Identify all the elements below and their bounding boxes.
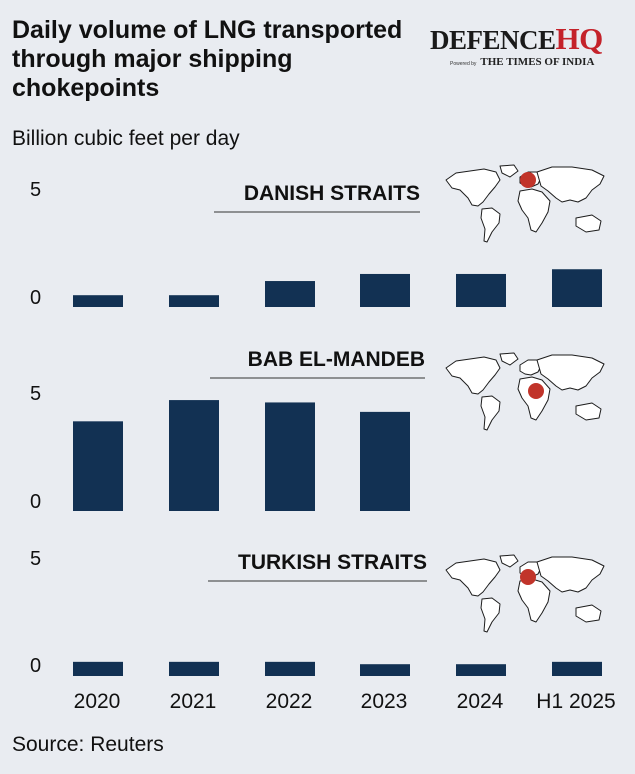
panel-1-location-marker [520,172,536,188]
panel-1-bar-2021 [169,295,219,307]
logo-accent-text: HQ [555,21,604,56]
panel-2-asia [536,354,605,391]
panel-2-ytick-0: 0 [30,491,41,513]
xtick-2022: 2022 [266,690,313,713]
panel-3-title: TURKISH STRAITS [238,551,427,574]
xtick-2024: 2024 [457,690,504,713]
panel-3-world-map [445,554,605,633]
chart-title: Daily volume of LNG transported through … [12,16,403,102]
panel-3-ytick-0: 0 [30,655,41,677]
panel-3-asia [536,556,605,593]
defencehq-logo: DEFENCEHQ Powered by THE TIMES OF INDIA [430,21,630,76]
panel-3-greenland [499,554,519,568]
panel-3-africa [517,578,551,623]
panel-3-bar-2023 [360,664,410,676]
panel-2-bar-2020 [73,421,123,511]
panel-3-bar-2022 [265,661,315,676]
xtick-2020: 2020 [74,690,121,713]
panel-1-bar-2020 [73,295,123,307]
panel-2-ytick-5: 5 [30,383,41,405]
panel-3-south-america [480,597,501,633]
panel-3-bar-h1-2025 [552,661,602,676]
panel-3-bar-2024 [456,664,506,676]
panel-2-bar-2023 [360,411,410,511]
logo-powered-by: Powered by [450,61,477,67]
panel-2-bar-2022 [265,402,315,511]
panel-2-world-map [445,352,605,431]
panel-3-ytick-5: 5 [30,548,41,570]
panel-1-title: DANISH STRAITS [244,182,420,205]
chart-subtitle: Billion cubic feet per day [12,127,240,150]
panel-1-bar-h1-2025 [552,269,602,307]
logo-wordmark: DEFENCEHQ [430,21,630,56]
panel-1-africa [517,188,551,233]
panel-2-south-america [480,395,501,431]
logo-main-text: DEFENCE [430,25,556,55]
logo-subline: Powered by THE TIMES OF INDIA [450,56,630,68]
panel-3-australia [575,604,602,623]
source-note: Source: Reuters [12,733,164,756]
panel-3-north-america [445,558,501,597]
panel-2-north-america [445,356,501,395]
panel-2-greenland [499,352,519,366]
panel-1-bar-2022 [265,281,315,307]
xtick-2023: 2023 [361,690,408,713]
panel-2-location-marker [528,383,544,399]
panel-1-bar-2023 [360,273,410,307]
logo-partner: THE TIMES OF INDIA [480,56,595,68]
panel-3-bar-2020 [73,661,123,676]
panel-1-asia [536,166,605,203]
panel-1-south-america [480,207,501,243]
panel-3-location-marker [520,569,536,585]
panel-3-bar-2021 [169,661,219,676]
panel-1-bar-2024 [456,273,506,307]
xtick-h1-2025: H1 2025 [536,690,615,713]
panel-1-ytick-5: 5 [30,179,41,201]
panel-2-australia [575,402,602,421]
panel-1-ytick-0: 0 [30,287,41,309]
panel-2-title: BAB EL-MANDEB [248,348,425,371]
panel-1-greenland [499,164,519,178]
xtick-2021: 2021 [170,690,217,713]
panel-2-bar-2021 [169,400,219,511]
panel-1-australia [575,214,602,233]
panel-1-north-america [445,168,501,207]
panel-2-europe [519,359,542,376]
